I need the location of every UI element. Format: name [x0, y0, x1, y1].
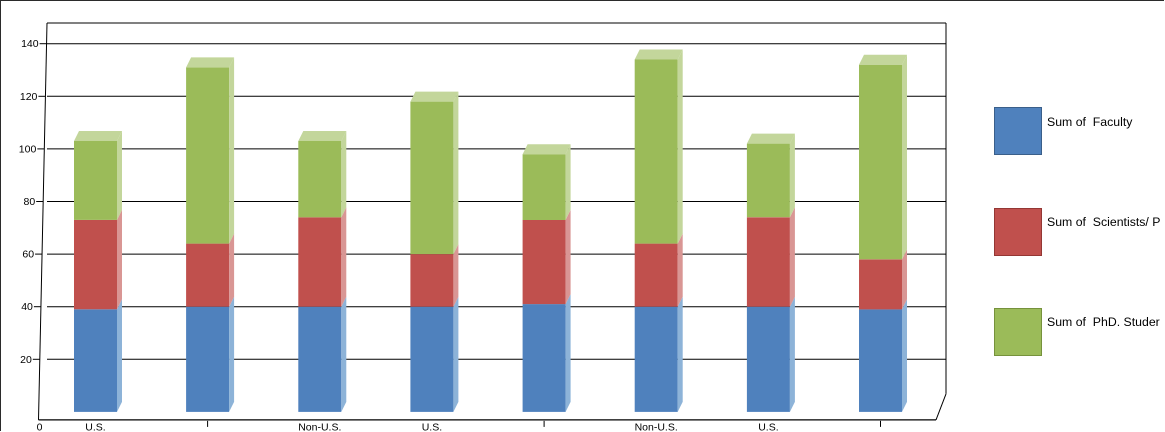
- svg-text:20: 20: [20, 354, 32, 366]
- svg-text:U.S.: U.S.: [422, 421, 442, 431]
- svg-text:100: 100: [19, 143, 37, 155]
- svg-text:120: 120: [20, 91, 38, 103]
- svg-text:U.S.: U.S.: [85, 421, 105, 431]
- svg-text:0: 0: [37, 421, 43, 431]
- svg-text:140: 140: [21, 38, 39, 50]
- svg-text:60: 60: [22, 249, 34, 261]
- svg-text:40: 40: [21, 301, 33, 313]
- svg-text:U.S.: U.S.: [758, 421, 778, 431]
- svg-text:Non-U.S.: Non-U.S.: [298, 421, 341, 431]
- svg-text:80: 80: [24, 196, 36, 208]
- svg-text:Non-U.S.: Non-U.S.: [635, 421, 678, 431]
